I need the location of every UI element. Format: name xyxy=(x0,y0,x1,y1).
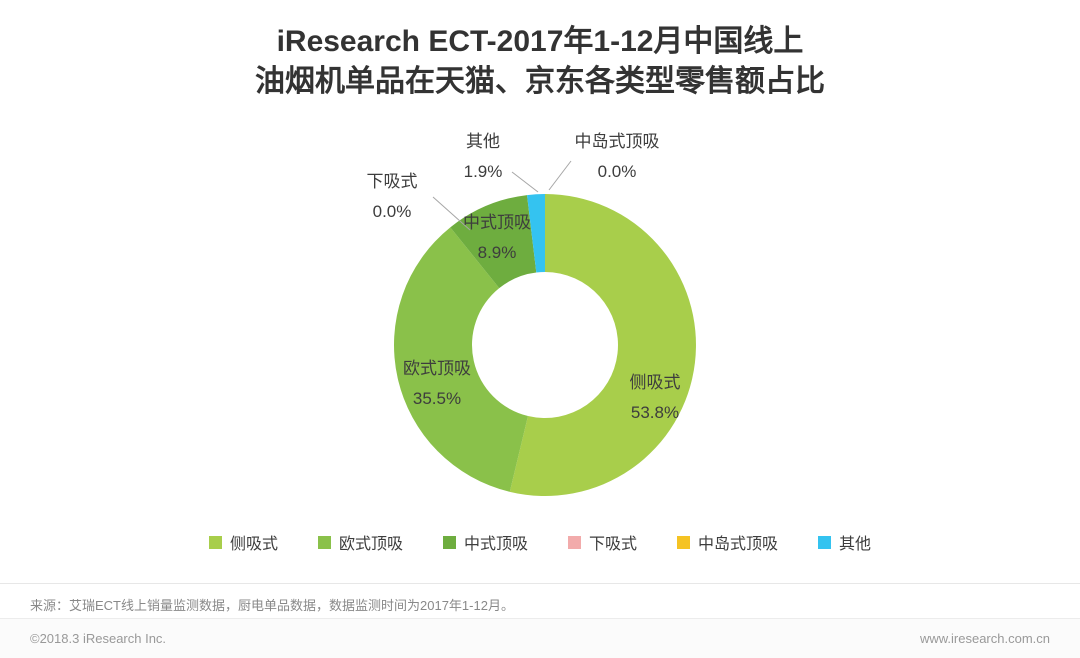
footer: ©2018.3 iResearch Inc. www.iresearch.com… xyxy=(0,618,1080,658)
leader-line xyxy=(511,171,539,193)
website-url: www.iresearch.com.cn xyxy=(919,631,1050,646)
divider-line xyxy=(0,583,1080,584)
copyright-text: ©2018.3 iResearch Inc. xyxy=(30,631,167,646)
donut-chart xyxy=(393,194,696,496)
slice-label-value: 0.0% xyxy=(372,202,412,221)
donut-slice xyxy=(393,227,528,492)
chart-title-line1: iResearch ECT-2017年1-12月中国线上 xyxy=(276,25,804,58)
legend-item-down-suction: 下吸式 xyxy=(568,530,637,554)
legend-swatch xyxy=(317,535,331,549)
slice-label-euro-top: 欧式顶吸 35.5% xyxy=(403,354,471,414)
slice-label-value: 53.8% xyxy=(630,403,680,422)
legend-label: 下吸式 xyxy=(589,536,638,553)
donut-slice xyxy=(527,194,545,273)
source-note: 来源：艾瑞ECT线上销量监测数据，厨电单品数据，数据监测时间为2017年1-12… xyxy=(30,598,514,613)
legend-label: 中岛式顶吸 xyxy=(698,536,779,553)
donut-slice xyxy=(509,194,696,496)
leader-line xyxy=(548,160,572,191)
slice-label-name: 欧式顶吸 xyxy=(403,359,471,378)
legend-item-island-top: 中岛式顶吸 xyxy=(677,530,778,554)
legend-item-euro-top: 欧式顶吸 xyxy=(317,530,403,554)
legend-swatch xyxy=(818,535,832,549)
legend-label: 其他 xyxy=(839,536,872,553)
chart-title: iResearch ECT-2017年1-12月中国线上 油烟机单品在天猫、京东… xyxy=(0,22,1080,102)
legend-item-other: 其他 xyxy=(818,530,871,554)
slice-label-value: 8.9% xyxy=(477,243,517,262)
slice-label-value: 0.0% xyxy=(597,162,637,181)
slice-label-chinese-top: 中式顶吸 8.9% xyxy=(463,208,531,268)
slice-label-other: 其他 1.9% xyxy=(464,127,503,187)
slice-label-name: 中式顶吸 xyxy=(463,213,531,232)
slice-label-name: 其他 xyxy=(466,132,500,151)
slice-label-name: 下吸式 xyxy=(366,172,418,191)
legend-label: 欧式顶吸 xyxy=(338,536,403,553)
legend: 侧吸式 欧式顶吸 中式顶吸 下吸式 中岛式顶吸 其他 xyxy=(0,530,1080,554)
legend-swatch xyxy=(568,535,581,549)
slice-label-value: 35.5% xyxy=(412,389,462,408)
legend-swatch xyxy=(442,535,456,549)
donut-slice xyxy=(450,195,537,289)
legend-item-side-suction: 侧吸式 xyxy=(208,530,278,554)
legend-label: 侧吸式 xyxy=(229,536,278,553)
slice-label-island-top: 中岛式顶吸 0.0% xyxy=(575,127,660,187)
slice-label-name: 中岛式顶吸 xyxy=(574,132,660,151)
slice-label-name: 侧吸式 xyxy=(629,373,681,392)
slice-label-side-suction: 侧吸式 53.8% xyxy=(630,368,681,428)
chart-title-line2: 油烟机单品在天猫、京东各类型零售额占比 xyxy=(255,65,825,98)
legend-swatch xyxy=(208,535,222,549)
legend-item-chinese-top: 中式顶吸 xyxy=(442,530,528,554)
legend-swatch xyxy=(677,535,691,549)
slice-label-value: 1.9% xyxy=(463,162,503,181)
slice-label-down-suction: 下吸式 0.0% xyxy=(367,167,418,227)
legend-label: 中式顶吸 xyxy=(463,536,528,553)
